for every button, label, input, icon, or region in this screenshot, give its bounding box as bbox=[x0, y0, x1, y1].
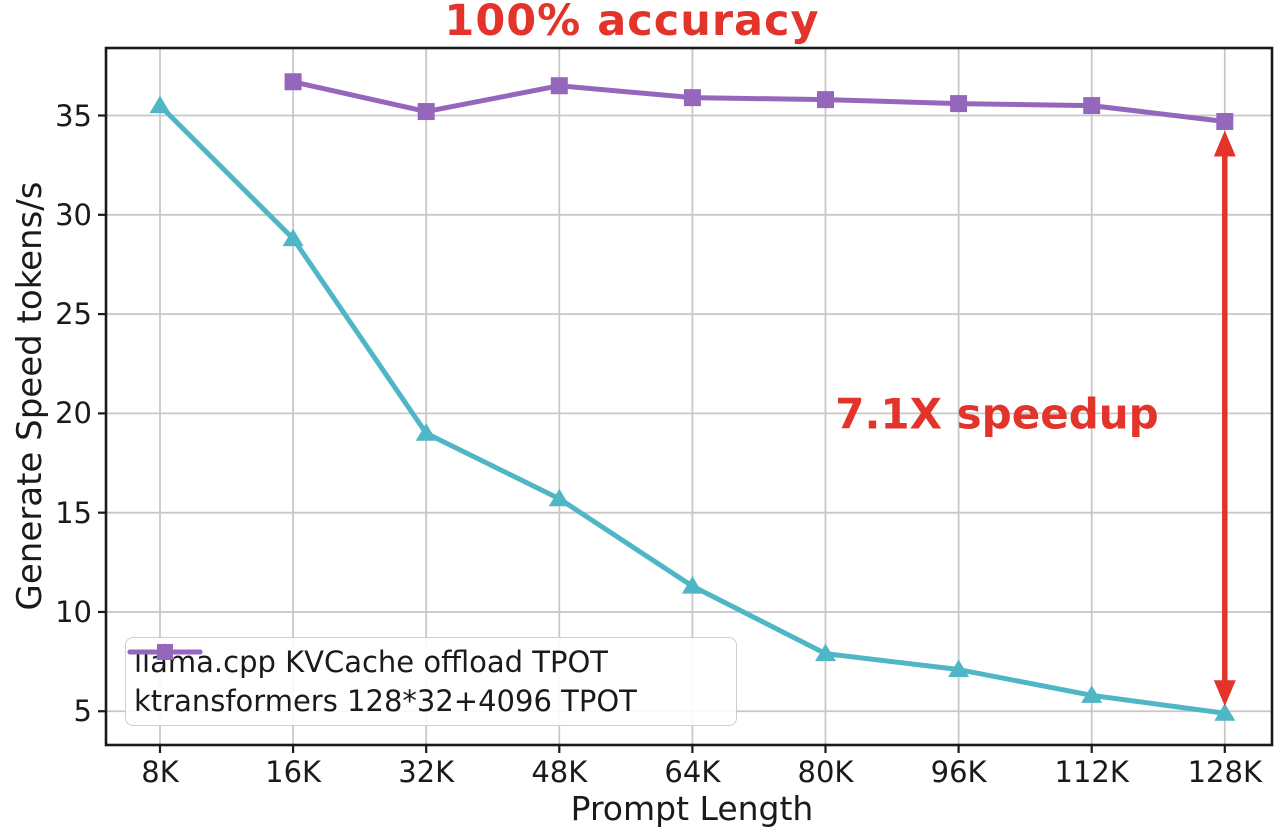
triangle-marker bbox=[681, 576, 703, 594]
x-tick-label: 112K bbox=[1054, 755, 1129, 789]
x-tick-label: 16K bbox=[265, 755, 322, 789]
arrow-head-up-icon bbox=[1213, 130, 1236, 157]
legend-entry: ktransformers 128*32+4096 TPOT bbox=[127, 644, 736, 719]
y-tick-label: 10 bbox=[55, 594, 92, 629]
square-marker bbox=[550, 77, 568, 95]
speedup-arrow bbox=[1213, 130, 1236, 707]
square-marker bbox=[1083, 97, 1101, 115]
series-line bbox=[290, 79, 1228, 124]
legend-label: llama.cpp KVCache offload TPOT bbox=[134, 644, 609, 679]
x-axis-label: Prompt Length bbox=[570, 789, 814, 828]
legend: llama.cpp KVCache offload TPOT ktransform… bbox=[125, 637, 737, 726]
triangle-marker bbox=[149, 95, 171, 114]
square-marker bbox=[284, 73, 302, 91]
y-tick-label: 5 bbox=[73, 694, 92, 729]
y-tick-label: 35 bbox=[55, 98, 92, 133]
plot-border bbox=[104, 46, 1274, 747]
triangle-marker bbox=[815, 643, 836, 662]
triangle-marker bbox=[282, 228, 304, 247]
square-marker bbox=[683, 89, 701, 107]
x-tick-label: 64K bbox=[664, 755, 721, 789]
triangle-marker bbox=[548, 488, 570, 507]
x-tick-label: 80K bbox=[797, 755, 854, 789]
legend-entry: llama.cpp KVCache offload TPOT bbox=[127, 643, 736, 679]
triangle-marker bbox=[415, 423, 437, 441]
triangle-marker bbox=[948, 659, 970, 678]
x-tick-label: 32K bbox=[398, 755, 455, 789]
legend-label: ktransformers 128*32+4096 TPOT bbox=[134, 684, 637, 719]
arrow-head-down-icon bbox=[1213, 680, 1236, 707]
square-marker bbox=[1216, 112, 1234, 130]
x-tick-label: 8K bbox=[141, 755, 179, 789]
square-marker bbox=[817, 91, 834, 109]
x-tick-label: 128K bbox=[1187, 755, 1262, 789]
series-ktransformers bbox=[284, 73, 1234, 130]
chart-title: 100% accuracy bbox=[444, 0, 820, 46]
y-tick-label: 25 bbox=[55, 297, 92, 332]
x-tick-label: 48K bbox=[531, 755, 588, 789]
square-marker bbox=[417, 103, 435, 121]
y-tick-label: 20 bbox=[55, 396, 92, 431]
speedup-annotation: 7.1X speedup bbox=[835, 389, 1159, 439]
square-marker bbox=[157, 644, 173, 660]
triangle-marker bbox=[1081, 685, 1103, 703]
y-tick-label: 30 bbox=[55, 197, 92, 232]
x-tick-label: 96K bbox=[930, 755, 987, 789]
triangle-marker bbox=[1214, 703, 1236, 721]
y-tick-label: 15 bbox=[55, 495, 92, 530]
square-marker bbox=[950, 95, 968, 113]
gridlines bbox=[106, 48, 1272, 745]
tick-marks bbox=[98, 114, 1226, 753]
square-legend-sample-icon bbox=[127, 644, 203, 660]
series-llama-cpp bbox=[149, 95, 1236, 721]
